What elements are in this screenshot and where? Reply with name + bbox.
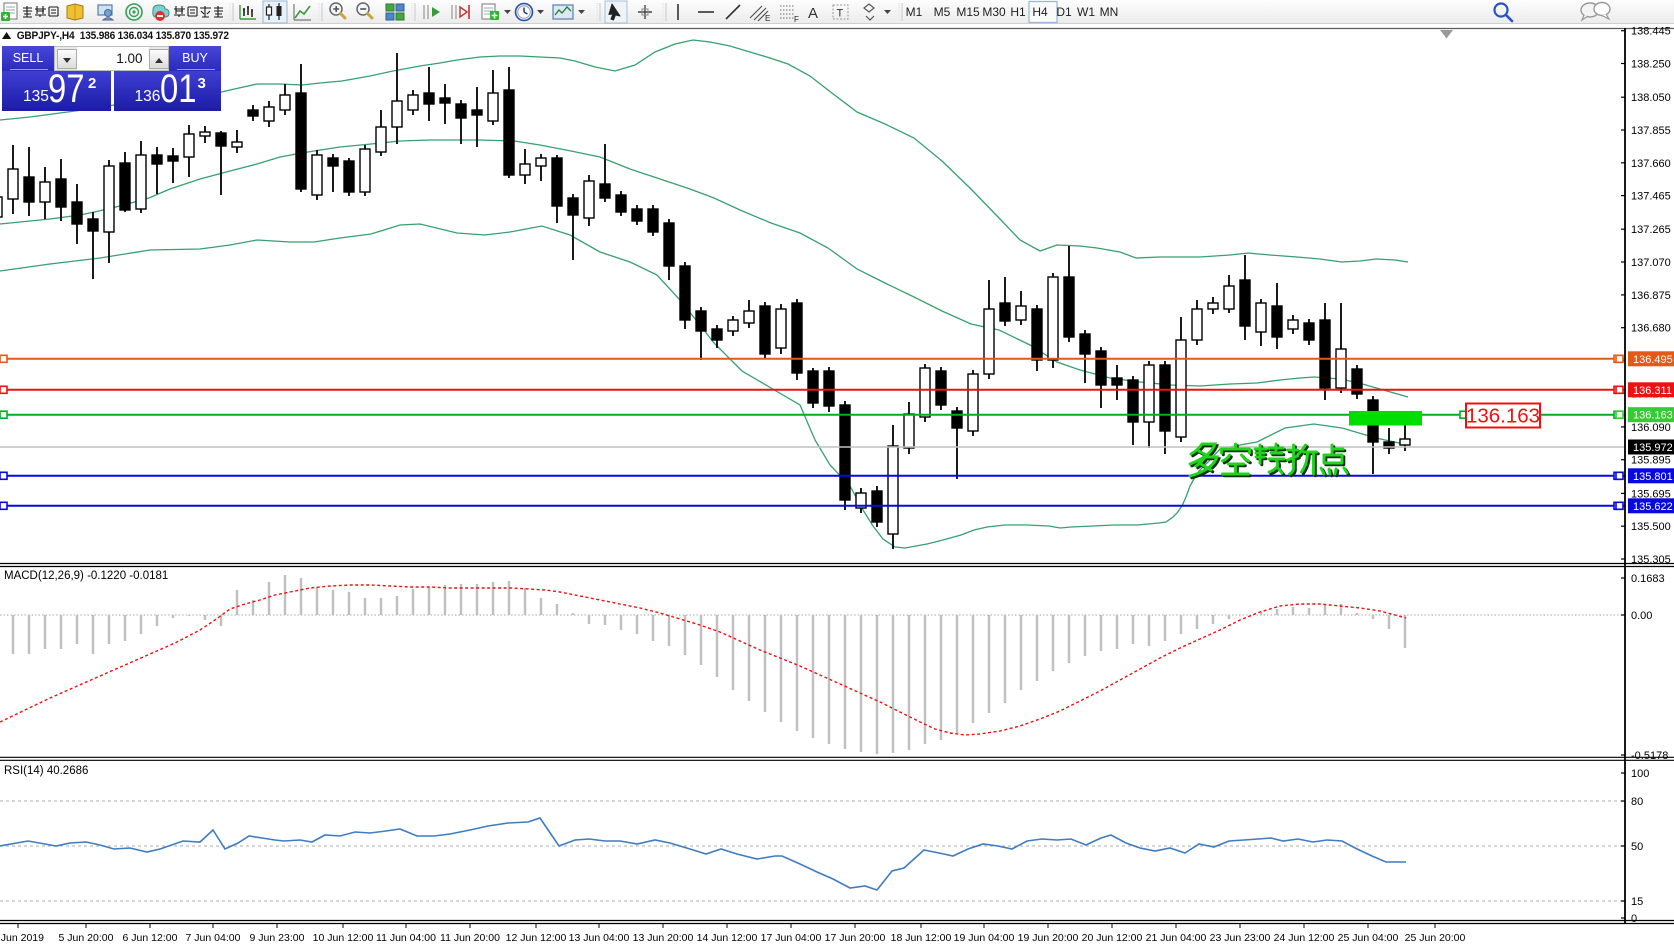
svg-text:135.972: 135.972 [1633, 442, 1673, 454]
svg-text:18 Jun 12:00: 18 Jun 12:00 [891, 932, 952, 944]
svg-text:RSI(14) 40.2686: RSI(14) 40.2686 [4, 765, 88, 777]
svg-text:135.895: 135.895 [1631, 455, 1671, 467]
svg-text:138.445: 138.445 [1631, 26, 1671, 38]
svg-text:10 Jun 12:00: 10 Jun 12:00 [313, 932, 374, 944]
svg-text:21 Jun 04:00: 21 Jun 04:00 [1146, 932, 1207, 944]
svg-text:5 Jun 2019: 5 Jun 2019 [0, 932, 44, 944]
svg-text:7 Jun 04:00: 7 Jun 04:00 [186, 932, 241, 944]
svg-text:137.855: 137.855 [1631, 125, 1671, 137]
svg-text:137.660: 137.660 [1631, 158, 1671, 170]
svg-text:13 Jun 20:00: 13 Jun 20:00 [633, 932, 694, 944]
svg-text:T: T [837, 8, 844, 20]
svg-text:11 Jun 20:00: 11 Jun 20:00 [440, 932, 500, 944]
svg-text:136.680: 136.680 [1631, 323, 1671, 335]
svg-text:W1: W1 [1077, 5, 1095, 19]
svg-text:5 Jun 20:00: 5 Jun 20:00 [59, 932, 114, 944]
svg-text:15: 15 [1631, 896, 1643, 908]
svg-text:19 Jun 04:00: 19 Jun 04:00 [954, 932, 1015, 944]
svg-text:135.305: 135.305 [1631, 554, 1671, 566]
svg-text:100: 100 [1631, 768, 1649, 780]
svg-text:9 Jun 23:00: 9 Jun 23:00 [250, 932, 305, 944]
svg-text:135.695: 135.695 [1631, 488, 1671, 500]
svg-text:136.163: 136.163 [1633, 410, 1673, 422]
svg-text:137.265: 137.265 [1631, 224, 1671, 236]
svg-text:D1: D1 [1056, 5, 1072, 19]
svg-text:M1: M1 [906, 5, 923, 19]
svg-text:6 Jun 12:00: 6 Jun 12:00 [123, 932, 178, 944]
svg-text:17 Jun 04:00: 17 Jun 04:00 [761, 932, 822, 944]
svg-text:135.500: 135.500 [1631, 521, 1671, 533]
svg-text:0.1683: 0.1683 [1631, 573, 1665, 585]
svg-text:-0.5178: -0.5178 [1631, 750, 1668, 762]
svg-text:0: 0 [1631, 913, 1637, 925]
svg-text:136.495: 136.495 [1633, 354, 1673, 366]
svg-text:136.163: 136.163 [1466, 405, 1540, 428]
svg-text:138.050: 138.050 [1631, 92, 1671, 104]
svg-text:0.00: 0.00 [1631, 610, 1652, 622]
svg-text:50: 50 [1631, 841, 1643, 853]
svg-text:80: 80 [1631, 796, 1643, 808]
svg-text:24 Jun 12:00: 24 Jun 12:00 [1274, 932, 1335, 944]
svg-text:138.250: 138.250 [1631, 59, 1671, 71]
svg-text:135.622: 135.622 [1633, 501, 1673, 513]
svg-text:A: A [808, 5, 818, 22]
svg-text:H1: H1 [1010, 5, 1026, 19]
svg-text:F: F [794, 15, 799, 24]
svg-text:137.070: 137.070 [1631, 257, 1671, 269]
svg-text:MACD(12,26,9) -0.1220 -0.0181: MACD(12,26,9) -0.1220 -0.0181 [4, 570, 168, 582]
svg-text:M30: M30 [982, 5, 1006, 19]
svg-text:136.875: 136.875 [1631, 290, 1671, 302]
svg-text:13 Jun 04:00: 13 Jun 04:00 [569, 932, 630, 944]
svg-text:135.801: 135.801 [1633, 471, 1673, 483]
svg-text:25 Jun 04:00: 25 Jun 04:00 [1338, 932, 1399, 944]
svg-text:137.465: 137.465 [1631, 191, 1671, 203]
svg-text:19 Jun 20:00: 19 Jun 20:00 [1018, 932, 1079, 944]
svg-text:20 Jun 12:00: 20 Jun 12:00 [1082, 932, 1143, 944]
svg-text:14 Jun 12:00: 14 Jun 12:00 [697, 932, 758, 944]
svg-text:12 Jun 12:00: 12 Jun 12:00 [506, 932, 567, 944]
svg-text:25 Jun 20:00: 25 Jun 20:00 [1405, 932, 1466, 944]
svg-text:M15: M15 [956, 5, 980, 19]
svg-text:MN: MN [1100, 5, 1119, 19]
svg-text:E: E [765, 14, 770, 23]
svg-text:11 Jun 04:00: 11 Jun 04:00 [376, 932, 436, 944]
svg-text:M5: M5 [934, 5, 951, 19]
svg-text:H4: H4 [1032, 5, 1048, 19]
svg-text:136.090: 136.090 [1631, 422, 1671, 434]
svg-text:23 Jun 23:00: 23 Jun 23:00 [1210, 932, 1271, 944]
svg-text:17 Jun 20:00: 17 Jun 20:00 [825, 932, 886, 944]
svg-text:136.311: 136.311 [1633, 385, 1672, 397]
